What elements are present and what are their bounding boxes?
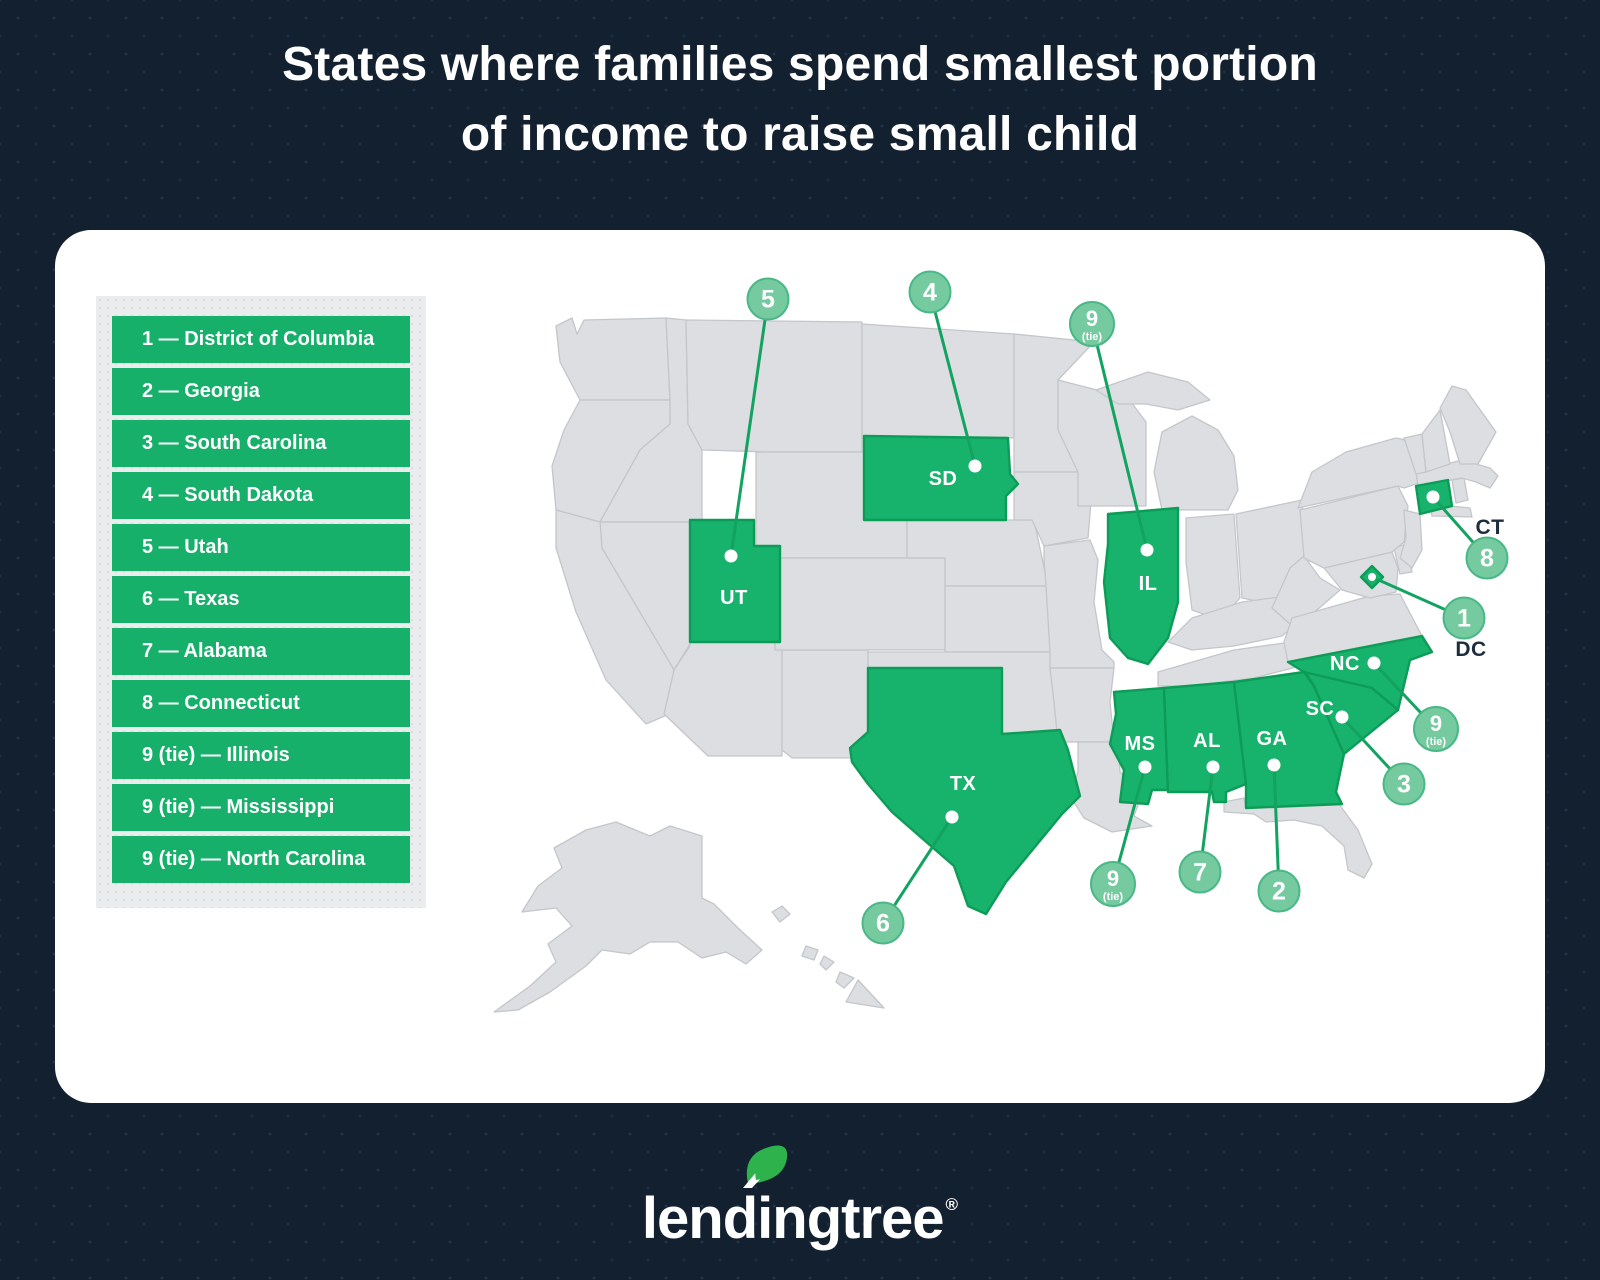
leaf-icon xyxy=(743,1145,788,1188)
ranking-row: 1 — District of Columbia xyxy=(112,316,410,363)
ranking-row: 5 — Utah xyxy=(112,524,410,571)
page-title: States where families spend smallest por… xyxy=(0,30,1600,170)
ranking-row: 2 — Georgia xyxy=(112,368,410,415)
ranking-row: 9 (tie) — Mississippi xyxy=(112,784,410,831)
logo-text-post: ngtree xyxy=(772,1186,944,1251)
ranking-list: 1 — District of Columbia 2 — Georgia 3 — S… xyxy=(96,296,426,903)
registered-mark: ® xyxy=(945,1195,959,1214)
ranking-row: 7 — Alabama xyxy=(112,628,410,675)
ranking-row: 9 (tie) — Illinois xyxy=(112,732,410,779)
ranking-row: 4 — South Dakota xyxy=(112,472,410,519)
ranking-panel: 1 — District of Columbia 2 — Georgia 3 — S… xyxy=(96,296,426,908)
footer: lend ingtree ® xyxy=(0,1118,1600,1248)
ranking-row: 6 — Texas xyxy=(112,576,410,623)
logo-letter-i: i xyxy=(743,1145,788,1248)
content-card: 1 — District of Columbia 2 — Georgia 3 — S… xyxy=(55,230,1545,1103)
ranking-row: 8 — Connecticut xyxy=(112,680,410,727)
ranking-row: 9 (tie) — North Carolina xyxy=(112,836,410,883)
title-line-2: of income to raise small child xyxy=(460,108,1140,161)
logo-text-pre: lend xyxy=(641,1186,758,1251)
title-line-1: States where families spend smallest por… xyxy=(282,38,1318,91)
lendingtree-logo: lend ingtree ® xyxy=(642,1144,958,1248)
ranking-row: 3 — South Carolina xyxy=(112,420,410,467)
